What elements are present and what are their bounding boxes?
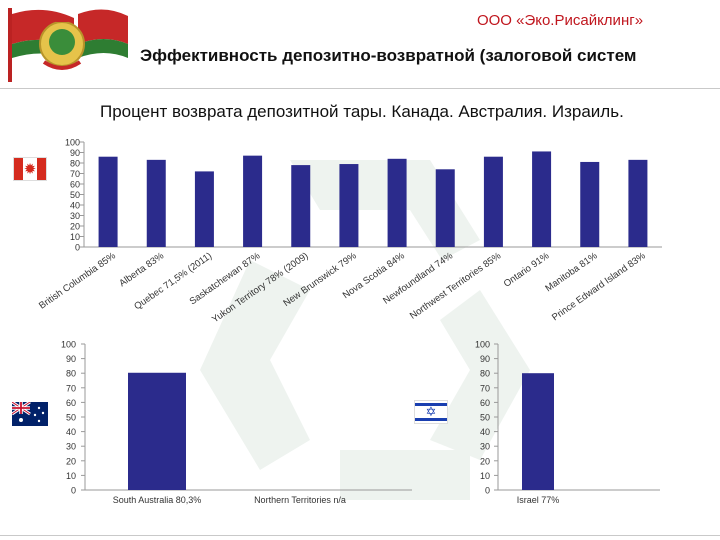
y-tick-label: 10 (70, 232, 80, 242)
bar (387, 158, 407, 247)
bar (243, 155, 263, 247)
y-tick-label: 100 (475, 340, 490, 350)
slide-title: Эффективность депозитно-возвратной (зало… (140, 46, 637, 65)
y-tick-label: 40 (70, 201, 80, 211)
y-tick-label: 20 (480, 456, 490, 466)
x-tick-label: Israel 77% (517, 495, 560, 505)
y-tick-label: 40 (66, 427, 76, 437)
bar (580, 161, 600, 247)
x-tick-label: Alberta 83% (117, 250, 166, 289)
y-tick-label: 50 (66, 413, 76, 423)
y-tick-label: 80 (66, 369, 76, 379)
belarus-emblem-icon (8, 8, 128, 82)
x-tick-label: Quebec 71,5% (2011) (132, 250, 214, 312)
chart-title: Процент возврата депозитной тары. Канада… (100, 102, 624, 121)
company-name: ООО «Эко.Рисайклинг» (476, 12, 644, 29)
y-tick-label: 90 (480, 354, 490, 364)
israel-flag-icon: ✡ (414, 400, 448, 424)
x-tick-label: South Australia 80,3% (113, 495, 202, 505)
bar (628, 159, 648, 247)
y-tick-label: 30 (480, 442, 490, 452)
y-tick-label: 10 (480, 471, 490, 481)
bar (532, 151, 552, 247)
y-tick-label: 70 (66, 383, 76, 393)
y-tick-label: 90 (66, 354, 76, 364)
bar (483, 156, 503, 247)
x-tick-label: Northwest Territories 85% (408, 250, 504, 322)
y-tick-label: 60 (480, 398, 490, 408)
y-tick-label: 100 (65, 138, 80, 148)
y-tick-label: 0 (71, 486, 76, 496)
y-tick-label: 30 (70, 211, 80, 221)
y-tick-label: 40 (480, 427, 490, 437)
y-tick-label: 20 (70, 222, 80, 232)
y-tick-label: 90 (70, 148, 80, 158)
y-tick-label: 80 (480, 369, 490, 379)
y-tick-label: 20 (66, 456, 76, 466)
canada-flag-icon: ✹ (13, 157, 47, 181)
x-tick-label: Prince Edward Island 83% (550, 250, 648, 323)
y-tick-label: 60 (66, 398, 76, 408)
bar (194, 171, 214, 247)
y-tick-label: 50 (480, 413, 490, 423)
y-tick-label: 100 (61, 340, 76, 350)
bar (146, 159, 166, 247)
y-tick-label: 50 (70, 190, 80, 200)
y-tick-label: 70 (480, 383, 490, 393)
x-tick-label: Northern Territories n/a (254, 495, 346, 505)
bar (339, 164, 359, 247)
y-tick-label: 10 (66, 471, 76, 481)
bar (98, 156, 118, 247)
y-tick-label: 80 (70, 159, 80, 169)
y-tick-label: 60 (70, 180, 80, 190)
recycle-watermark-icon (200, 160, 530, 500)
bar (291, 165, 311, 247)
bar (435, 169, 455, 247)
bar (128, 372, 186, 490)
x-tick-label: Yukon Territory 78% (2009) (210, 250, 310, 325)
y-tick-label: 30 (66, 442, 76, 452)
footer-divider (0, 535, 720, 536)
x-tick-label: British Columbia 85% (37, 250, 118, 311)
y-tick-label: 0 (485, 486, 490, 496)
bar (522, 373, 554, 490)
australia-flag-icon (12, 402, 48, 426)
y-tick-label: 0 (75, 243, 80, 253)
y-tick-label: 70 (70, 169, 80, 179)
header-divider (0, 88, 720, 89)
